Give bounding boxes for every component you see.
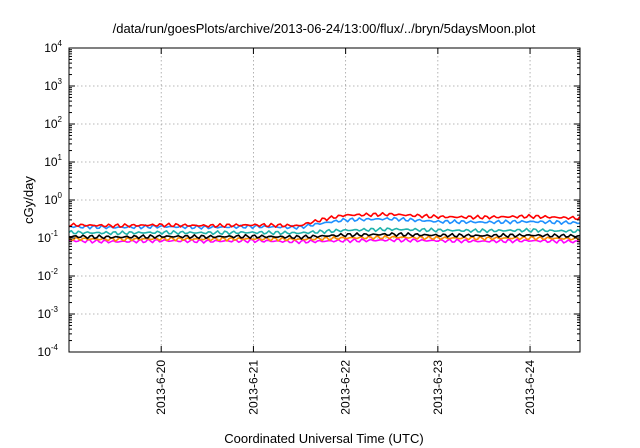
series-lines [68, 211, 581, 245]
y-tick-label: 103 [44, 77, 62, 93]
y-tick-label: 100 [44, 191, 62, 207]
y-tick-label: 104 [44, 39, 62, 55]
x-tick-label: 2013-6-23 [431, 360, 445, 415]
series-line [68, 211, 581, 229]
x-tick-label: 2013-6-22 [339, 360, 353, 415]
x-tick-label: 2013-6-21 [246, 360, 260, 415]
y-axis: 10-4 10-3 10-2 10-1 100 101 102 103 104 [38, 39, 580, 359]
y-axis-label: cGy/day [21, 176, 36, 224]
series-line [68, 232, 581, 240]
x-tick-label: 2013-6-24 [523, 360, 537, 415]
series-line [68, 237, 581, 245]
y-tick-label: 10-1 [38, 229, 59, 245]
chart-title: /data/run/goesPlots/archive/2013-06-24/1… [113, 21, 536, 36]
grid-lines [69, 48, 580, 352]
x-axis: 2013-6-20 2013-6-21 2013-6-22 2013-6-23 2013… [154, 48, 537, 415]
y-tick-label: 102 [44, 115, 62, 131]
y-tick-label: 10-2 [38, 267, 59, 283]
y-tick-label: 10-3 [38, 305, 59, 321]
x-tick-label: 2013-6-20 [154, 360, 168, 415]
y-tick-label: 101 [44, 153, 62, 169]
x-axis-label: Coordinated Universal Time (UTC) [224, 431, 423, 446]
y-tick-label: 10-4 [38, 343, 59, 359]
series-line [68, 226, 581, 236]
